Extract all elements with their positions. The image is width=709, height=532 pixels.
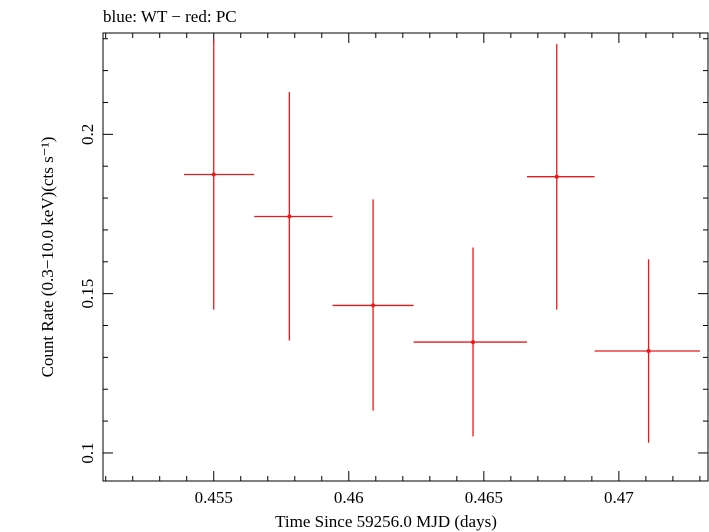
x-axis-label: Time Since 59256.0 MJD (days): [275, 512, 497, 531]
y-axis-label: Count Rate (0.3−10.0 keV)(cts s⁻¹): [38, 137, 57, 378]
data-point: [471, 340, 476, 345]
data-point: [646, 348, 651, 353]
plot-frame: [102, 32, 709, 482]
data-point: [371, 303, 376, 308]
x-tick-label: 0.47: [604, 488, 634, 507]
y-tick-label: 0.2: [78, 124, 97, 145]
data-point: [287, 214, 292, 219]
x-tick-label: 0.46: [334, 488, 364, 507]
data-point: [211, 172, 216, 177]
data-point: [554, 174, 559, 179]
x-tick-label: 0.465: [465, 488, 503, 507]
axis-ticks: [103, 33, 708, 481]
x-tick-labels: 0.455 0.46 0.465 0.47: [195, 488, 635, 507]
x-tick-label: 0.455: [195, 488, 233, 507]
y-tick-label: 0.15: [78, 279, 97, 309]
chart-title: blue: WT − red: PC: [103, 7, 237, 26]
y-tick-label: 0.1: [78, 442, 97, 463]
y-tick-labels: 0.1 0.15 0.2: [78, 124, 97, 464]
data-marks: [184, 39, 700, 443]
